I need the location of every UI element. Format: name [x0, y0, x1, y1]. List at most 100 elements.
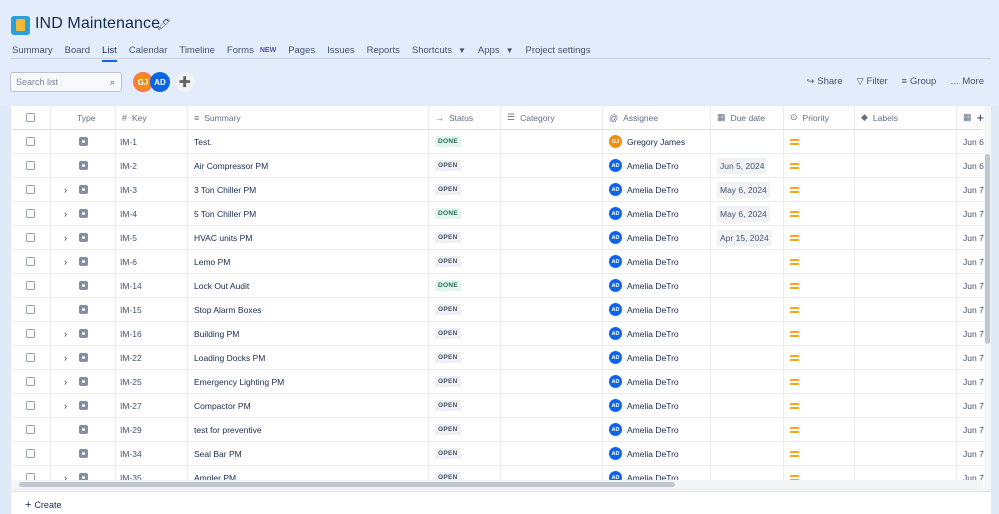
labels-cell[interactable] [855, 418, 957, 441]
status-badge[interactable]: OPEN [435, 472, 461, 483]
priority-cell[interactable] [784, 178, 855, 201]
assignee-cell[interactable]: AD Amelia DeTro [603, 370, 711, 393]
priority-cell[interactable] [784, 322, 855, 345]
issue-key[interactable]: IM-6 [116, 250, 188, 273]
priority-cell[interactable] [784, 274, 855, 297]
issue-summary[interactable]: Emergency Lighting PM [188, 370, 429, 393]
expand-chevron-icon[interactable]: › [64, 352, 67, 363]
column-assignee[interactable]: @ Assignee [603, 106, 711, 129]
category-cell[interactable] [501, 154, 603, 177]
row-checkbox[interactable] [11, 274, 51, 297]
category-cell[interactable] [501, 370, 603, 393]
status-badge[interactable]: DONE [435, 136, 461, 147]
status-cell[interactable]: OPEN [429, 298, 501, 321]
category-cell[interactable] [501, 322, 603, 345]
due-date-cell[interactable] [711, 370, 784, 393]
issue-summary[interactable]: Stop Alarm Boxes [188, 298, 429, 321]
extra-date-cell[interactable]: Jun 7 [963, 400, 984, 411]
table-row[interactable]: › IM-27 Compactor PM OPEN AD Amelia DeTro Jun … [11, 394, 984, 418]
column-priority[interactable]: ⊙ Priority [784, 106, 855, 129]
assignee-cell[interactable]: AD Amelia DeTro [603, 418, 711, 441]
tab-summary[interactable]: Summary [12, 44, 53, 56]
issue-summary[interactable]: Loading Docks PM [188, 346, 429, 369]
issue-key[interactable]: IM-4 [116, 202, 188, 225]
row-checkbox[interactable] [11, 394, 51, 417]
status-cell[interactable]: DONE [429, 274, 501, 297]
issue-key[interactable]: IM-16 [116, 322, 188, 345]
status-cell[interactable]: OPEN [429, 442, 501, 465]
table-row[interactable]: IM-29 test for preventive OPEN AD Amelia DeT… [11, 418, 984, 442]
status-badge[interactable]: OPEN [435, 184, 461, 195]
status-badge[interactable]: DONE [435, 280, 461, 291]
category-cell[interactable] [501, 274, 603, 297]
category-cell[interactable] [501, 466, 603, 489]
issue-summary[interactable]: Lemo PM [188, 250, 429, 273]
priority-cell[interactable] [784, 346, 855, 369]
extra-date-cell[interactable]: Jun 7 [963, 280, 984, 291]
extra-date-cell[interactable]: Jun 7 [963, 208, 984, 219]
due-date-cell[interactable]: Apr 15, 2024 [711, 226, 784, 249]
issue-summary[interactable]: Lock Out Audit [188, 274, 429, 297]
extra-date-cell[interactable]: Jun 7 [963, 448, 984, 459]
status-badge[interactable]: DONE [435, 208, 461, 219]
assignee-cell[interactable]: AD Amelia DeTro [603, 394, 711, 417]
due-date-cell[interactable]: May 6, 2024 [711, 178, 784, 201]
create-button[interactable]: + Create [11, 491, 991, 514]
extra-date-cell[interactable]: Jun 7 [963, 256, 984, 267]
category-cell[interactable] [501, 226, 603, 249]
due-date-cell[interactable] [711, 466, 784, 489]
issue-summary[interactable]: HVAC units PM [188, 226, 429, 249]
status-cell[interactable]: OPEN [429, 178, 501, 201]
labels-cell[interactable] [855, 274, 957, 297]
priority-cell[interactable] [784, 394, 855, 417]
priority-cell[interactable] [784, 442, 855, 465]
due-date-cell[interactable] [711, 130, 784, 153]
issue-key[interactable]: IM-29 [116, 418, 188, 441]
tab-pages[interactable]: Pages [288, 44, 316, 56]
column-type[interactable]: Type [51, 106, 116, 129]
assignee-cell[interactable]: AD Amelia DeTro [603, 154, 711, 177]
table-row[interactable]: › IM-6 Lemo PM OPEN AD Amelia DeTro Jun 7 [11, 250, 984, 274]
priority-cell[interactable] [784, 370, 855, 393]
tab-reports[interactable]: Reports [366, 44, 400, 56]
assignee-cell[interactable]: AD Amelia DeTro [603, 250, 711, 273]
issue-summary[interactable]: Ampler PM [188, 466, 429, 489]
extra-date-cell[interactable]: Jun 7 [963, 376, 984, 387]
due-date-cell[interactable]: Jun 5, 2024 [711, 154, 784, 177]
tab-timeline[interactable]: Timeline [179, 44, 215, 56]
table-row[interactable]: IM-1 Test. DONE GJ Gregory James Jun 6 [11, 130, 984, 154]
table-row[interactable]: › IM-5 HVAC units PM OPEN AD Amelia DeTro Apr … [11, 226, 984, 250]
column-labels[interactable]: ◆ Labels [855, 106, 957, 129]
due-date-cell[interactable] [711, 274, 784, 297]
status-cell[interactable]: OPEN [429, 154, 501, 177]
tab-forms[interactable]: Forms NEW [226, 44, 277, 56]
extra-date-cell[interactable]: Jun 7 [963, 232, 984, 243]
row-checkbox[interactable] [11, 250, 51, 273]
expand-chevron-icon[interactable]: › [64, 328, 67, 339]
tab-list[interactable]: List [102, 41, 117, 62]
table-row[interactable]: IM-2 Air Compressor PM OPEN AD Amelia DeTro J… [11, 154, 984, 178]
category-cell[interactable] [501, 202, 603, 225]
search-input[interactable]: Search list ⌕ [10, 72, 122, 92]
assignee-cell[interactable]: AD Amelia DeTro [603, 346, 711, 369]
due-date-cell[interactable] [711, 322, 784, 345]
category-cell[interactable] [501, 442, 603, 465]
status-cell[interactable]: OPEN [429, 466, 501, 489]
assignee-cell[interactable]: AD Amelia DeTro [603, 274, 711, 297]
row-checkbox[interactable] [11, 346, 51, 369]
filter-button[interactable]: ▽ Filter [856, 76, 888, 87]
extra-date-cell[interactable]: Jun 7 [963, 424, 984, 435]
select-all-checkbox[interactable] [11, 106, 51, 129]
row-checkbox[interactable] [11, 322, 51, 345]
table-row[interactable]: IM-15 Stop Alarm Boxes OPEN AD Amelia DeTro J… [11, 298, 984, 322]
priority-cell[interactable] [784, 154, 855, 177]
expand-chevron-icon[interactable]: › [64, 256, 67, 267]
status-cell[interactable]: DONE [429, 202, 501, 225]
labels-cell[interactable] [855, 178, 957, 201]
expand-chevron-icon[interactable]: › [64, 472, 67, 483]
labels-cell[interactable] [855, 250, 957, 273]
labels-cell[interactable] [855, 394, 957, 417]
priority-cell[interactable] [784, 130, 855, 153]
labels-cell[interactable] [855, 322, 957, 345]
issue-key[interactable]: IM-2 [116, 154, 188, 177]
